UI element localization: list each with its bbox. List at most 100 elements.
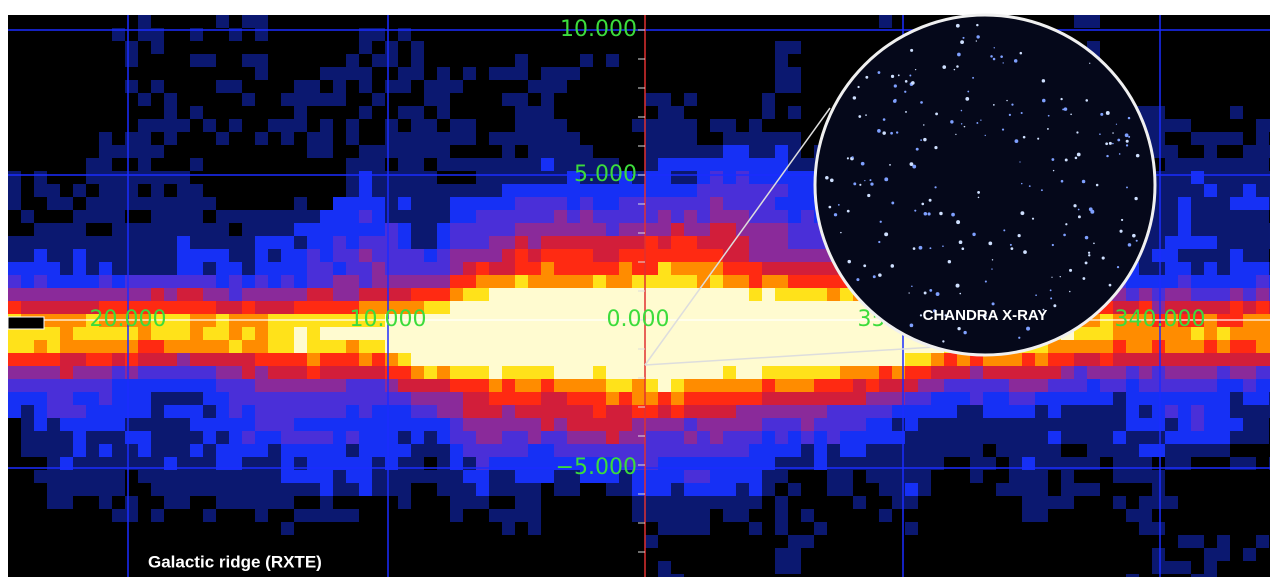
heat-cell (1113, 431, 1126, 444)
heat-cell (762, 223, 775, 236)
heat-cell (645, 236, 658, 249)
heat-cell (788, 327, 801, 340)
heat-cell (606, 197, 619, 210)
heat-cell (164, 379, 177, 392)
heat-cell (203, 236, 216, 249)
heat-cell (814, 405, 827, 418)
heat-cell (437, 353, 450, 366)
heat-cell (424, 418, 437, 431)
heat-cell (866, 392, 879, 405)
heat-cell (73, 223, 86, 236)
heat-cell (203, 392, 216, 405)
heat-cell (632, 418, 645, 431)
star (1021, 183, 1022, 184)
heat-cell (424, 119, 437, 132)
heat-cell (34, 366, 47, 379)
heat-cell (879, 509, 892, 522)
heat-cell (671, 353, 684, 366)
heat-cell (112, 223, 125, 236)
star (1051, 277, 1052, 278)
heat-cell (476, 405, 489, 418)
heat-cell (814, 327, 827, 340)
heat-cell (138, 392, 151, 405)
heat-cell (346, 379, 359, 392)
heat-cell (1256, 366, 1269, 379)
star (1032, 218, 1034, 220)
heat-cell (515, 236, 528, 249)
heat-cell (684, 197, 697, 210)
heat-cell (1113, 496, 1126, 509)
heat-cell (112, 418, 125, 431)
heat-cell (294, 80, 307, 93)
heat-cell (346, 210, 359, 223)
heat-cell (164, 132, 177, 145)
heat-cell (749, 288, 762, 301)
heat-cell (502, 171, 515, 184)
heat-cell (320, 93, 333, 106)
heat-cell (801, 340, 814, 353)
heat-cell (840, 327, 853, 340)
heat-cell (1152, 353, 1165, 366)
heat-cell (151, 119, 164, 132)
heat-cell (125, 132, 138, 145)
heat-cell (1100, 418, 1113, 431)
heat-cell (112, 405, 125, 418)
heat-cell (1152, 444, 1165, 457)
heat-cell (320, 392, 333, 405)
heat-cell (216, 470, 229, 483)
heat-cell (684, 145, 697, 158)
heat-cell (658, 418, 671, 431)
heat-cell (177, 340, 190, 353)
heat-cell (1126, 288, 1139, 301)
heat-cell (541, 470, 554, 483)
heat-cell (112, 431, 125, 444)
heat-cell (1165, 431, 1178, 444)
heat-cell (346, 132, 359, 145)
heat-cell (138, 236, 151, 249)
heat-cell (723, 509, 736, 522)
heat-cell (1204, 236, 1217, 249)
heat-cell (255, 301, 268, 314)
heat-cell (593, 405, 606, 418)
star (1006, 100, 1007, 101)
heat-cell (788, 249, 801, 262)
heat-cell (307, 470, 320, 483)
heat-cell (229, 288, 242, 301)
y-tick-label: −5.000 (556, 455, 637, 480)
heat-cell (645, 392, 658, 405)
heat-cell (1022, 353, 1035, 366)
heat-cell (996, 444, 1009, 457)
heat-cell (749, 171, 762, 184)
heat-cell (385, 145, 398, 158)
heat-cell (1100, 392, 1113, 405)
heat-cell (294, 236, 307, 249)
heat-cell (463, 262, 476, 275)
heat-cell (918, 353, 931, 366)
heat-cell (47, 392, 60, 405)
heat-cell (268, 366, 281, 379)
heat-cell (164, 470, 177, 483)
heat-cell (346, 197, 359, 210)
heat-cell (164, 353, 177, 366)
heat-cell (346, 184, 359, 197)
heat-cell (255, 366, 268, 379)
heat-cell (450, 392, 463, 405)
heat-cell (580, 145, 593, 158)
heat-cell (502, 67, 515, 80)
heat-cell (307, 418, 320, 431)
heat-cell (1139, 353, 1152, 366)
heat-cell (1152, 132, 1165, 145)
heat-cell (385, 119, 398, 132)
heat-cell (645, 483, 658, 496)
heat-cell (983, 366, 996, 379)
heat-cell (723, 301, 736, 314)
heat-cell (359, 288, 372, 301)
heat-cell (1022, 496, 1035, 509)
heat-cell (658, 119, 671, 132)
star (828, 206, 831, 209)
heat-cell (515, 353, 528, 366)
heat-cell (684, 522, 697, 535)
heat-cell (775, 444, 788, 457)
heat-cell (736, 158, 749, 171)
heat-cell (359, 470, 372, 483)
